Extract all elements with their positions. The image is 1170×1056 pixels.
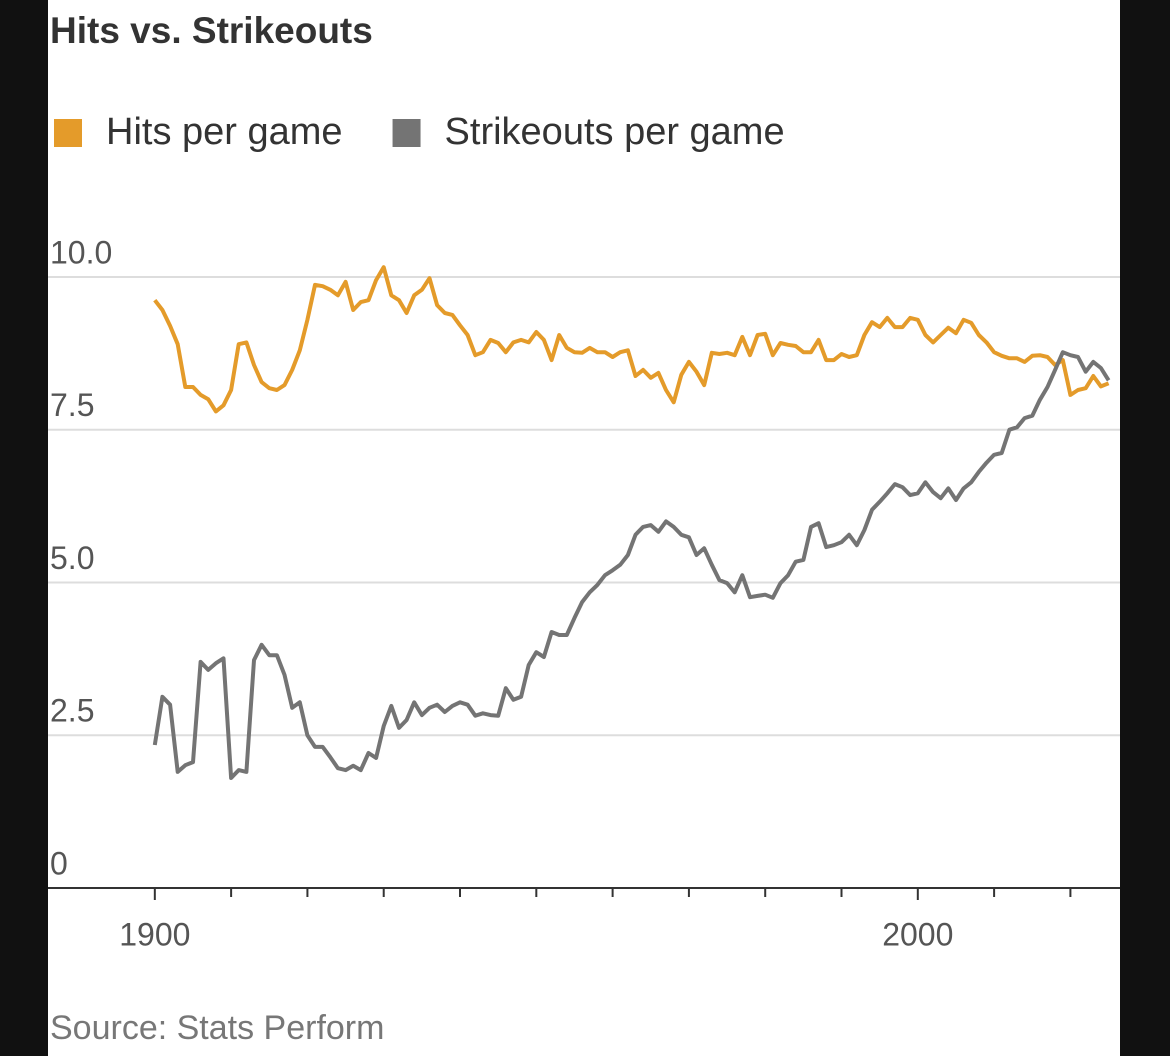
panel: [48, 0, 1120, 1056]
chart-title: Hits vs. Strikeouts: [50, 10, 373, 51]
y-tick-label: 7.5: [50, 387, 94, 423]
y-tick-label: 10.0: [50, 234, 112, 270]
legend-swatch: [54, 119, 82, 147]
series-line: [152, 350, 1111, 780]
source: Source: Stats Perform: [50, 1009, 384, 1047]
legend-label: Strikeouts per game: [445, 111, 785, 153]
legend-swatch: [392, 119, 421, 147]
x-tick-label: 2000: [882, 916, 953, 952]
series-line: [153, 265, 1110, 414]
y-tick-label: 0: [50, 845, 68, 881]
x-tick-label: 1900: [119, 916, 190, 952]
y-tick-label: 5.0: [50, 540, 94, 576]
legend-label: Hits per game: [106, 111, 343, 153]
y-tick-label: 2.5: [50, 693, 94, 729]
